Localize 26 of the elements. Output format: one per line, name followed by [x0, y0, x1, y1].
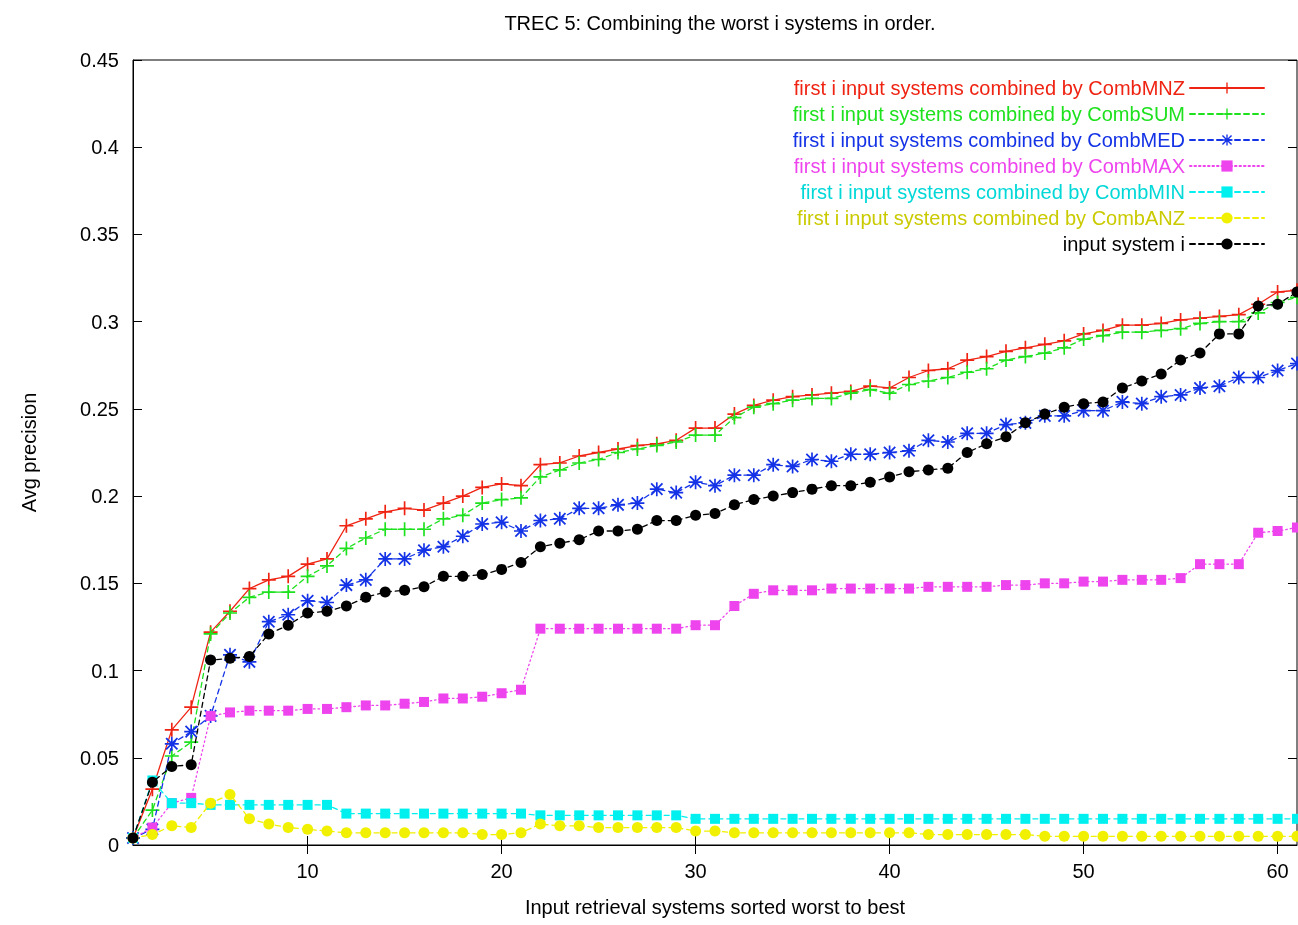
- legend-label: first i input systems combined by CombMIN: [800, 181, 1185, 203]
- legend-label: first i input systems combined by CombMAX: [793, 155, 1185, 177]
- y-tick-label: 0.05: [80, 746, 119, 769]
- y-tick-label: 0.3: [91, 310, 119, 333]
- legend-label: first i input systems combined by CombSUM: [792, 103, 1185, 125]
- legend-label: first i input systems combined by CombMED: [792, 129, 1185, 151]
- y-tick-label: 0.25: [80, 397, 119, 420]
- y-tick-label: 0.4: [91, 136, 119, 159]
- x-tick-label: 60: [1266, 860, 1289, 882]
- y-tick-label: 0: [107, 834, 119, 856]
- x-tick-label: 10: [296, 860, 319, 882]
- chart-title: TREC 5: Combining the worst i systems in order.: [504, 12, 936, 34]
- y-tick-label: 0.15: [80, 572, 119, 595]
- x-axis-title: Input retrieval systems sorted worst to best: [524, 896, 906, 918]
- legend-label: first i input systems combined by CombMNZ: [793, 77, 1185, 99]
- y-tick-label: 0.2: [91, 485, 119, 508]
- legend-label: first i input systems combined by CombANZ: [797, 207, 1185, 229]
- y-axis-title: Avg precision: [18, 392, 40, 513]
- y-tick-label: 0.45: [80, 49, 119, 71]
- x-tick-label: 30: [684, 860, 707, 882]
- y-tick-label: 0.1: [91, 659, 119, 682]
- y-tick-label: 0.35: [80, 223, 119, 246]
- legend-label: input system i: [1062, 233, 1185, 255]
- x-tick-label: 40: [878, 860, 901, 882]
- x-tick-label: 20: [490, 860, 513, 882]
- x-tick-label: 50: [1072, 860, 1095, 882]
